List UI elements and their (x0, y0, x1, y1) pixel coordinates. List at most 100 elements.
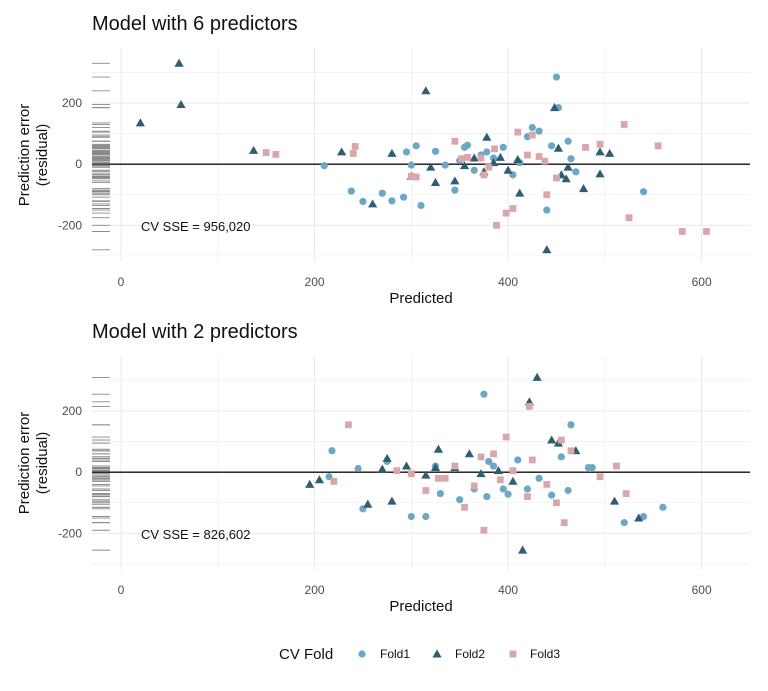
point (451, 137, 459, 145)
y-axis-title-line: (residual) (34, 124, 51, 187)
point (450, 176, 460, 185)
point (572, 168, 580, 176)
point (561, 174, 571, 183)
point (588, 463, 596, 472)
point (553, 499, 560, 507)
y-axis-title-line: (residual) (34, 432, 51, 495)
point (248, 145, 259, 154)
point (412, 142, 420, 150)
point (578, 184, 589, 193)
point (477, 154, 485, 162)
series-fold3 (330, 403, 630, 534)
point (622, 490, 630, 497)
point (542, 245, 552, 254)
point (399, 193, 408, 201)
point (388, 197, 396, 205)
point (345, 421, 352, 429)
point (528, 131, 536, 139)
point (382, 453, 392, 462)
point (502, 433, 510, 441)
point (463, 141, 472, 149)
x-tick-label: 600 (692, 583, 712, 597)
point (605, 148, 615, 157)
point (557, 453, 565, 461)
point (514, 456, 522, 464)
point (491, 145, 498, 153)
point (436, 489, 444, 498)
point (509, 467, 517, 475)
point (435, 474, 442, 482)
point (532, 372, 542, 381)
point (557, 436, 565, 444)
y-tick-label: 200 (62, 404, 82, 418)
point (543, 206, 551, 214)
point (518, 545, 528, 554)
y-axis-title: Prediction error(residual) (16, 104, 51, 207)
point (262, 149, 270, 156)
legend-key-fold2 (432, 649, 442, 658)
point (417, 201, 425, 210)
legend-key-fold3 (509, 650, 517, 658)
rug (92, 376, 110, 551)
point (502, 209, 510, 217)
point (441, 161, 449, 169)
point (347, 187, 355, 195)
point (567, 447, 575, 455)
x-tick-label: 200 (305, 583, 325, 597)
point (564, 137, 572, 145)
series-fold3 (262, 121, 710, 235)
point (541, 157, 549, 165)
point (678, 228, 686, 235)
point (359, 197, 367, 206)
point (480, 390, 488, 398)
point (430, 177, 441, 186)
point (490, 450, 497, 458)
point (480, 526, 488, 534)
panel-1: Model with 6 predictors 0 200 400 600 -200 0 20… (16, 13, 750, 307)
point (528, 123, 536, 132)
point (461, 503, 468, 511)
point (567, 155, 575, 163)
point (387, 496, 397, 505)
point (499, 143, 507, 151)
point (634, 513, 644, 522)
point (469, 153, 479, 162)
point (543, 191, 551, 199)
point (513, 154, 523, 164)
y-tick-label: -200 (58, 526, 82, 540)
point (314, 475, 324, 484)
point (480, 171, 488, 179)
x-tick-label: 600 (692, 275, 712, 289)
cv-sse-annotation: CV SSE = 956,020 (141, 219, 251, 234)
point (407, 470, 415, 478)
point (596, 473, 604, 481)
point (426, 162, 436, 171)
point (620, 519, 628, 527)
y-axis-title-line: Prediction error (16, 104, 33, 207)
point (351, 143, 359, 150)
point (654, 142, 662, 150)
point (387, 148, 397, 157)
point (464, 154, 471, 161)
point (493, 466, 504, 475)
point (422, 512, 430, 521)
point (535, 153, 543, 160)
point (483, 148, 491, 156)
chart-title: Model with 6 predictors (92, 13, 298, 35)
point (496, 476, 504, 484)
point (354, 464, 362, 473)
point (402, 148, 411, 156)
y-axis-title-line: Prediction error (16, 412, 33, 515)
point (524, 493, 531, 501)
point (495, 152, 505, 161)
point (459, 161, 470, 170)
point (451, 462, 459, 470)
point (547, 435, 557, 444)
y-tick-label: 200 (62, 96, 82, 110)
x-tick-label: 400 (498, 275, 518, 289)
point (548, 491, 556, 499)
y-tick-label: 0 (75, 157, 82, 171)
point (596, 140, 604, 148)
legend: CV Fold Fold1 Fold2 Fold3 (279, 646, 560, 663)
